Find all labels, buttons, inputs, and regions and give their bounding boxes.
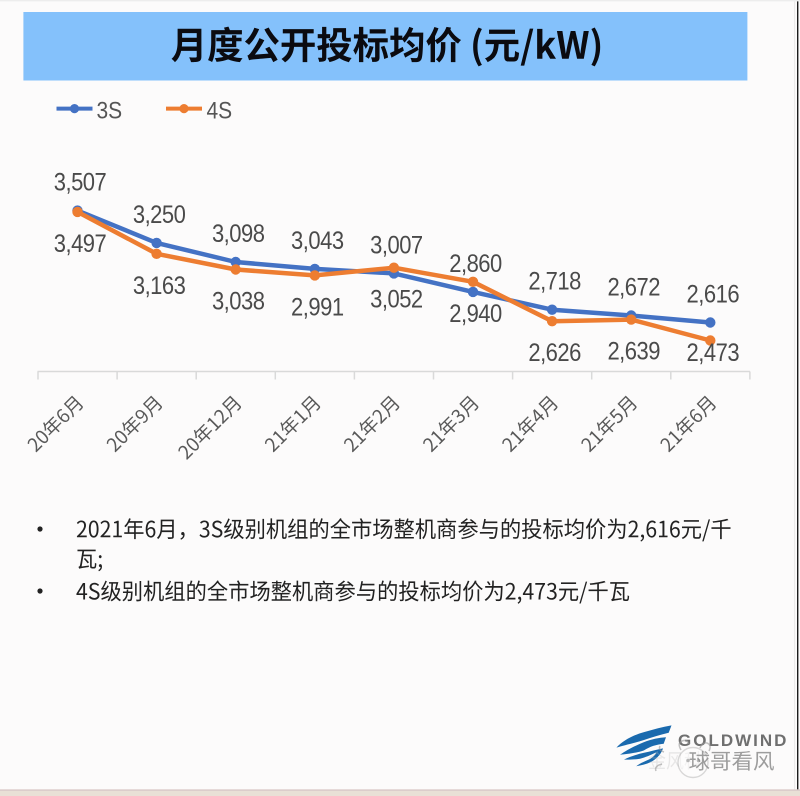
svg-text:2,991: 2,991 [291,294,344,322]
svg-text:2,626: 2,626 [528,340,581,368]
svg-text:3,250: 3,250 [133,202,186,230]
svg-text:2,860: 2,860 [449,251,502,279]
svg-text:3,052: 3,052 [370,286,423,314]
svg-text:2,672: 2,672 [607,274,660,302]
svg-text:3,007: 3,007 [370,232,423,260]
svg-text:GOLDWIND: GOLDWIND [678,731,788,750]
svg-text:3S: 3S [97,97,123,124]
svg-text:3,497: 3,497 [54,231,107,259]
svg-text:2,718: 2,718 [528,268,581,296]
svg-text:3,043: 3,043 [291,228,344,256]
svg-text:3,098: 3,098 [212,221,265,249]
svg-text:2,473: 2,473 [687,340,740,368]
svg-text:4S: 4S [207,97,233,124]
svg-text:2,616: 2,616 [687,281,740,309]
svg-text:2,639: 2,639 [607,338,660,366]
svg-text:3,507: 3,507 [54,169,107,197]
svg-text:2,940: 2,940 [449,300,502,328]
svg-text:3,163: 3,163 [133,272,186,300]
svg-text:3,038: 3,038 [212,288,265,316]
